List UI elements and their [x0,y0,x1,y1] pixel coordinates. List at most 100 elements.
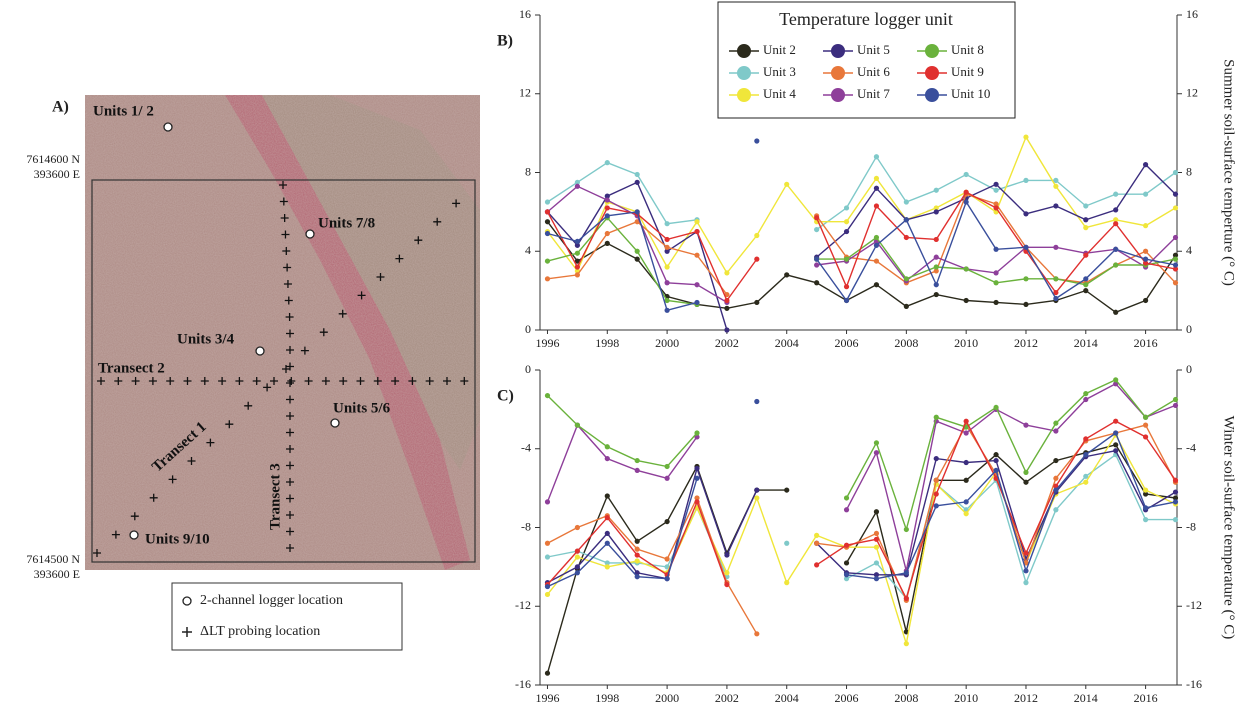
x-tick-label: 2006 [835,336,859,350]
data-point [1053,507,1059,513]
data-point [1113,448,1119,454]
data-point [754,398,760,405]
data-point [724,327,730,333]
data-point [694,252,700,258]
data-point [664,463,670,470]
data-point [1172,191,1179,197]
data-point [1142,297,1149,304]
data-point [873,530,880,537]
data-point [604,493,610,499]
data-point [1172,477,1179,483]
data-point [754,487,760,493]
data-point [724,570,730,576]
x-tick-label: 2012 [1014,336,1038,350]
data-point [1172,280,1179,286]
probe-cross [338,309,347,318]
probe-cross [93,549,101,557]
data-point [574,564,580,570]
series-line [547,431,1176,588]
data-point [574,179,580,185]
data-point [694,465,700,472]
data-point [993,201,999,207]
data-point [1172,402,1179,409]
data-point [694,228,700,235]
data-point [1083,217,1089,223]
data-point [574,264,580,270]
data-point [604,540,610,546]
data-point [993,299,999,306]
data-point [574,258,580,264]
probe-cross [321,377,330,385]
data-point [1172,495,1179,501]
data-point [1053,177,1059,183]
data-point [1023,479,1029,485]
y2-tick-label: 12 [1186,86,1198,100]
data-point [1023,550,1029,556]
data-point [814,256,820,262]
probe-cross [357,291,366,300]
x-tick-label: 1996 [535,691,559,705]
probe-cross [304,377,313,385]
probe-cross [235,377,244,385]
data-point [724,297,730,304]
data-point [963,189,969,195]
data-point [1113,207,1119,213]
data-point [933,268,939,274]
data-point [604,205,610,211]
data-point [933,477,939,483]
y2-tick-label: -8 [1186,519,1196,533]
data-point [814,532,820,538]
legend-label: Unit 3 [763,64,796,79]
data-point [754,138,760,144]
probe-cross [280,214,289,222]
logger-location [129,530,139,540]
y-tick-label: 12 [519,86,531,100]
logger-location [330,418,340,428]
data-point [873,544,880,550]
probe-cross [286,527,294,536]
data-point [694,434,700,440]
y-tick-label: -16 [515,677,531,691]
probe-cross [356,377,365,385]
logger-location [305,229,315,239]
data-point [574,238,580,245]
data-point [664,564,670,570]
probe-cross [339,377,348,385]
data-point [754,256,760,262]
x-tick-label: 2000 [655,691,679,705]
data-point [933,209,939,215]
data-point [903,595,909,601]
x-tick-label: 2006 [835,691,859,705]
probe-cross [263,383,272,392]
data-point [814,215,820,221]
y-tick-label: 4 [525,243,531,257]
probe-cross [279,197,288,206]
data-point [933,282,939,288]
probe-cross [166,377,175,385]
data-point [1142,414,1149,420]
probe-cross [97,377,105,385]
corner-label: 7614500 N [26,552,80,566]
panel-label: A) [52,99,69,116]
map-features [85,95,480,570]
data-point [993,404,999,411]
data-point [1053,428,1059,434]
data-point [694,475,700,481]
data-point [1083,203,1089,209]
data-point [903,526,909,533]
data-point [843,576,850,582]
data-point [1053,203,1059,209]
map-marks [93,122,469,557]
data-point [574,250,580,256]
data-point [843,507,850,513]
data-point [843,284,850,290]
data-point [604,160,610,166]
x-tick-label: 2002 [715,691,739,705]
data-point [664,297,670,304]
data-point [604,564,610,570]
data-point [933,491,939,497]
data-point [544,540,551,546]
data-point [1142,191,1149,197]
data-point [903,641,909,647]
data-point [604,193,610,199]
